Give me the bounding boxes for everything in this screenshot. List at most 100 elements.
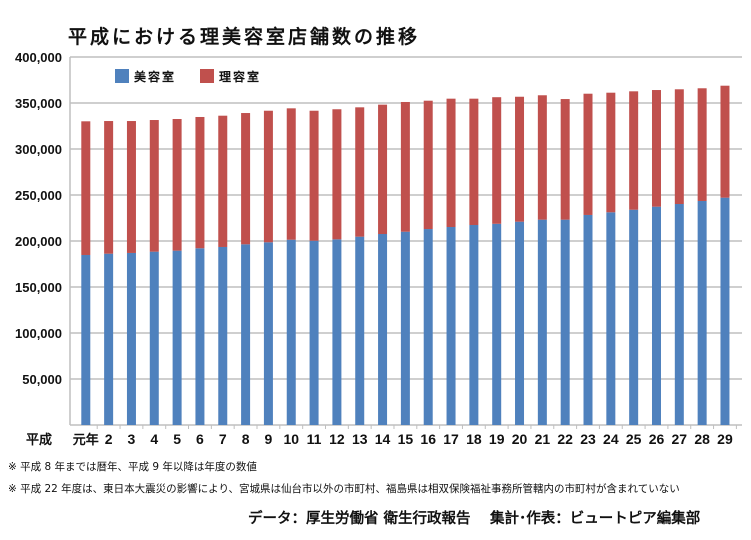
x-tick-label: 24 [603,431,619,447]
bar-美容室 [629,209,639,425]
bar-理容室 [355,107,365,237]
y-tick-label: 350,000 [15,96,62,111]
x-tick-label: 25 [626,431,642,447]
bar-美容室 [583,214,593,425]
bar-美容室 [378,234,388,425]
bar-美容室 [400,231,410,425]
bar-理容室 [537,95,547,220]
x-tick-label: 23 [580,431,596,447]
bar-理容室 [195,116,205,249]
y-tick-label: 50,000 [22,372,62,387]
bar-理容室 [446,98,456,228]
x-tick-labels: 元年 2 3 4 5 6 7 8 9 10 11 12 13 14 15 16 17 18 19 20 21 22 23 24… [73,431,733,447]
x-tick-label: 8 [242,431,250,447]
bar-理容室 [674,89,684,205]
x-tick-label: 21 [535,431,551,447]
bar-理容室 [104,121,114,254]
bar-美容室 [697,200,707,425]
bar-理容室 [629,91,639,210]
bar-理容室 [172,119,182,251]
bar-理容室 [332,109,342,240]
bar-美容室 [537,219,547,425]
x-tick-label: 15 [398,431,414,447]
data-source: データ：厚生労働省 衛生行政報告 [248,511,471,527]
legend-label: 理容室 [219,69,261,84]
bar-理容室 [241,113,251,245]
bar-美容室 [309,240,319,425]
bar-美容室 [218,246,228,425]
bar-理容室 [378,104,388,235]
x-tick-label: 26 [649,431,665,447]
bar-美容室 [560,219,570,425]
bar-理容室 [149,120,159,252]
bar-美容室 [286,239,296,425]
bar-美容室 [446,227,456,425]
y-tick-label: 250,000 [15,188,62,203]
bar-理容室 [423,100,433,230]
bar-美容室 [332,239,342,425]
bar-理容室 [126,121,136,253]
bar-理容室 [492,97,502,224]
y-tick-label: 100,000 [15,326,62,341]
x-tick-label: 4 [150,431,158,447]
bar-美容室 [241,244,251,425]
bar-理容室 [218,115,228,247]
x-tick-label: 14 [375,431,391,447]
bar-美容室 [492,223,502,425]
legend-swatch [200,69,214,83]
bar-理容室 [560,99,570,220]
author-credit: 集計･作表：ビュートピア編集部 [490,511,701,527]
bar-美容室 [606,212,616,425]
bar-chart: 50,000 100,000 150,000 200,000 250,000 300,00… [15,50,742,448]
bar-理容室 [400,101,410,232]
bar-理容室 [515,96,525,222]
x-tick-label: 9 [265,431,273,447]
x-tick-label: 27 [672,431,688,447]
bar-美容室 [81,254,91,425]
x-tick-label: 11 [307,431,322,447]
x-tick-label: 5 [173,431,181,447]
x-axis-label: 平成 [26,432,52,448]
x-tick-label: 19 [489,431,505,447]
bar-理容室 [81,121,91,255]
footnote-2: ※ 平成 22 年度は、東日本大震災の影響により、宮城県は仙台市以外の市町村、福… [8,483,680,495]
bar-美容室 [674,204,684,425]
bar-美容室 [651,206,661,425]
bar-理容室 [286,108,296,240]
bar-美容室 [195,248,205,425]
bar-理容室 [606,92,616,213]
x-tick-label: 16 [420,431,436,447]
footnote-1: ※ 平成 8 年までは暦年、平成 9 年以降は年度の数値 [8,461,257,473]
bar-理容室 [697,88,707,201]
bar-理容室 [651,90,661,207]
bar-理容室 [469,98,479,225]
bar-理容室 [720,85,730,198]
bar-美容室 [355,236,365,425]
bars [81,85,730,425]
x-tick-label: 22 [557,431,573,447]
y-tick-label: 200,000 [15,234,62,249]
x-tick-label: 13 [352,431,368,447]
x-tick-label: 10 [283,431,299,447]
bar-美容室 [172,250,182,425]
bar-美容室 [104,253,114,425]
chart-title: 平成における理美容室店舗数の推移 [68,26,421,48]
x-tick-label: 2 [105,431,113,447]
legend-label: 美容室 [134,69,176,84]
x-tick-label: 12 [329,431,345,447]
y-tick-labels: 50,000 100,000 150,000 200,000 250,000 300,00… [15,50,62,387]
x-tick-label: 18 [466,431,482,447]
legend-swatch [115,69,129,83]
x-tick-label: 28 [694,431,710,447]
bar-美容室 [469,224,479,425]
legend: 美容室 理容室 [115,69,261,84]
bar-理容室 [309,110,319,241]
bar-美容室 [263,242,273,425]
x-tick-label: 元年 [73,432,99,447]
y-tick-label: 400,000 [15,50,62,65]
bar-美容室 [423,229,433,425]
bar-美容室 [126,252,136,425]
bar-理容室 [583,93,593,215]
x-tick-label: 6 [196,431,204,447]
x-tick-label: 29 [717,431,733,447]
